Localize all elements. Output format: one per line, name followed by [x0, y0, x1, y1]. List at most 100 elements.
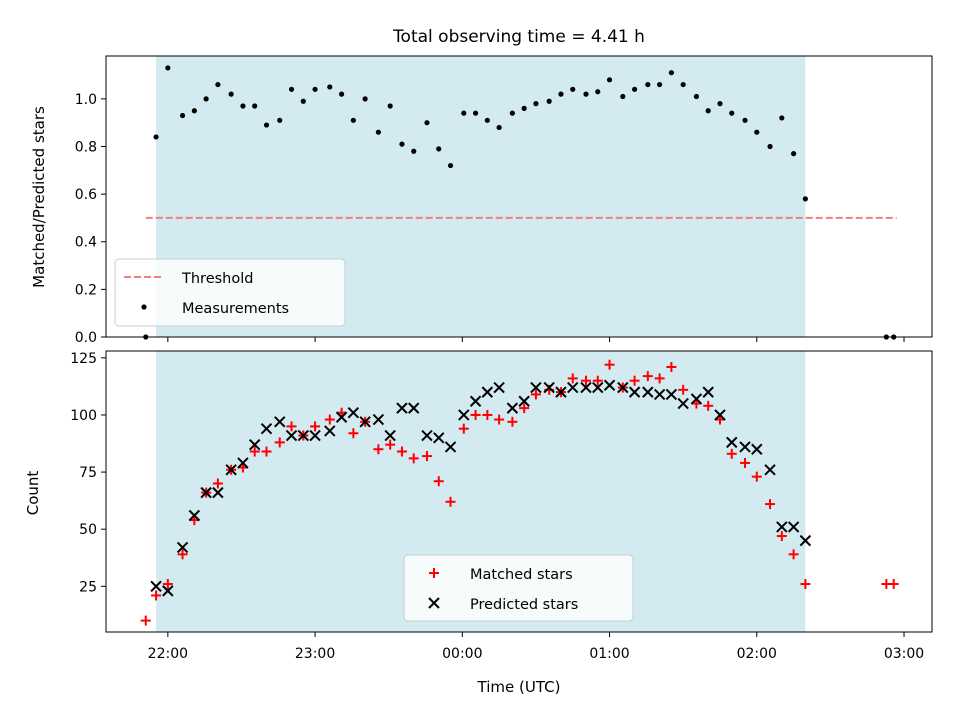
predicted-star-point	[274, 416, 286, 428]
measurement-point	[240, 103, 246, 109]
bottom-panel: 25 50 75 100 125 22:00 23:00 00:00 01:00 02:00 03:…	[70, 350, 933, 662]
measurement-point	[717, 101, 723, 107]
predicted-star-point	[285, 429, 298, 442]
chart-title: Total observing time = 4.41 h	[392, 27, 645, 47]
predicted-star-point	[714, 409, 726, 421]
cross-b	[714, 409, 726, 421]
y-tick-label: 75	[79, 465, 97, 481]
cross-b	[309, 429, 321, 442]
predicted-star-point	[458, 409, 470, 421]
y-tick-label: 0.6	[75, 187, 97, 203]
predicted-star-point	[212, 486, 224, 499]
cross-b	[444, 441, 457, 453]
predicted-star-point	[628, 386, 641, 398]
x-tick-label: 22:00	[148, 646, 188, 662]
measurement-point	[327, 84, 333, 90]
measurement-point	[754, 129, 760, 135]
matched-star-point	[286, 421, 297, 432]
predicted-star-point	[603, 379, 616, 391]
legend-matched-label: Matched stars	[470, 567, 573, 583]
cross-b	[260, 422, 273, 435]
predicted-star-point	[150, 580, 162, 593]
predicted-star-point	[188, 509, 201, 522]
measurement-point	[883, 334, 889, 340]
measurement-point	[387, 103, 393, 109]
top-y-axis-label: Matched/Predicted stars	[30, 106, 48, 288]
y-tick-label: 125	[70, 351, 97, 367]
matched-star-point	[740, 457, 751, 468]
measurement-point	[790, 151, 797, 157]
x-axis-label: Time (UTC)	[477, 678, 561, 696]
predicted-star-point	[764, 464, 776, 476]
cross-b	[555, 386, 567, 398]
predicted-star-point	[642, 386, 654, 398]
predicted-star-point	[702, 386, 714, 398]
cross-b	[359, 416, 371, 428]
measurement-point	[447, 162, 454, 169]
measurement-point	[215, 81, 221, 88]
matched-star-point	[324, 414, 335, 425]
matched-star-point	[373, 444, 384, 455]
measurement-point	[620, 93, 626, 100]
predicted-star-point	[359, 416, 371, 428]
predicted-star-point	[260, 422, 273, 435]
cross-b	[384, 429, 396, 442]
cross-b	[702, 386, 714, 398]
legend-threshold-label: Threshold	[181, 271, 253, 287]
y-tick-label: 100	[70, 408, 97, 424]
measurement-point	[645, 81, 651, 88]
x-tick-label: 01:00	[589, 646, 629, 662]
predicted-star-point	[444, 441, 457, 453]
y-tick-label: 0.2	[75, 282, 97, 298]
matched-star-point	[445, 496, 456, 507]
cross-b	[603, 379, 616, 391]
measurement-point	[228, 91, 234, 97]
cross-b	[690, 393, 703, 405]
cross-b	[567, 381, 579, 394]
matched-star-point	[776, 531, 787, 542]
top-legend: Threshold Measurements	[114, 258, 346, 327]
x-tick-label: 23:00	[295, 646, 335, 662]
cross-b	[335, 411, 348, 423]
predicted-star-point	[567, 381, 579, 394]
cross-b	[285, 429, 298, 442]
measurement-point	[399, 141, 405, 147]
matched-star-point	[151, 590, 162, 601]
measurement-point	[300, 98, 306, 104]
measurement-point	[424, 120, 430, 126]
matched-star-point	[604, 359, 615, 370]
matched-star-point	[678, 384, 689, 395]
legend-measurement-label: Measurements	[182, 301, 289, 317]
predicted-star-point	[384, 429, 396, 442]
cross-b	[428, 597, 440, 609]
cross-b	[776, 521, 788, 533]
matched-star-point	[800, 579, 811, 590]
cross-b	[150, 580, 162, 593]
matched-star-point	[788, 549, 799, 560]
measurement-point	[742, 117, 748, 123]
matched-star-point	[751, 471, 762, 482]
measurement-point	[606, 77, 613, 83]
measurement-point	[729, 110, 735, 116]
predicted-star-point	[592, 381, 604, 394]
measurement-point	[484, 117, 490, 123]
cross-b	[617, 381, 629, 394]
measurement-point	[461, 110, 467, 116]
predicted-star-point	[469, 395, 482, 407]
cross-b	[347, 406, 360, 419]
predicted-star-point	[543, 381, 555, 394]
measurement-point	[767, 143, 773, 150]
cross-b	[764, 464, 776, 476]
predicted-star-point	[617, 381, 629, 394]
matched-star-point	[703, 400, 714, 411]
cross-b	[653, 388, 666, 401]
matched-star-point	[433, 476, 444, 487]
predicted-star-point	[324, 425, 336, 437]
matched-star-point	[470, 409, 481, 420]
measurement-point	[165, 65, 171, 71]
measurement-point	[203, 96, 209, 102]
cross-b	[200, 486, 212, 499]
legend-box	[403, 554, 634, 622]
cross-b	[176, 541, 189, 554]
y-tick-label: 25	[79, 579, 97, 595]
